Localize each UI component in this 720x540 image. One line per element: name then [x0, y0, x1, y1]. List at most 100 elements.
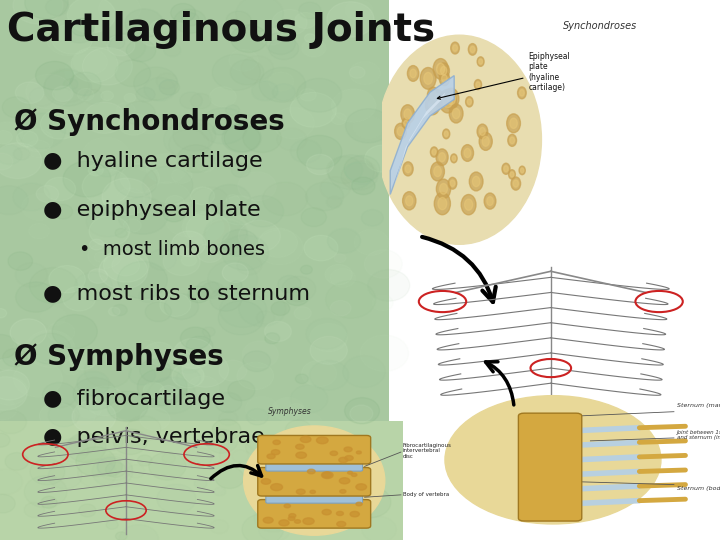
- Circle shape: [297, 489, 305, 494]
- Circle shape: [215, 393, 242, 413]
- Circle shape: [451, 154, 457, 163]
- Circle shape: [331, 113, 346, 125]
- Ellipse shape: [243, 426, 384, 535]
- Circle shape: [176, 354, 202, 373]
- Circle shape: [299, 2, 321, 19]
- Circle shape: [368, 269, 410, 301]
- Circle shape: [452, 109, 460, 119]
- Circle shape: [66, 433, 106, 462]
- Circle shape: [191, 187, 215, 205]
- Text: ●  pelvis, vertebrae: ● pelvis, vertebrae: [43, 427, 265, 447]
- Circle shape: [306, 319, 347, 349]
- Circle shape: [207, 480, 224, 492]
- Text: Sternum (manubrium): Sternum (manubrium): [677, 403, 720, 408]
- Circle shape: [148, 377, 196, 414]
- Circle shape: [428, 99, 436, 110]
- Circle shape: [72, 400, 116, 433]
- Circle shape: [29, 224, 50, 239]
- Circle shape: [349, 66, 365, 78]
- PathPatch shape: [394, 92, 446, 187]
- Circle shape: [441, 75, 447, 83]
- Circle shape: [364, 250, 402, 278]
- Circle shape: [204, 217, 247, 249]
- Circle shape: [284, 504, 290, 508]
- Circle shape: [218, 301, 264, 335]
- Text: Fibrocartilaginous
intervertebral
disc: Fibrocartilaginous intervertebral disc: [403, 443, 451, 459]
- Circle shape: [404, 120, 408, 126]
- Circle shape: [242, 514, 284, 540]
- Circle shape: [354, 116, 384, 139]
- Circle shape: [266, 32, 295, 55]
- Text: •  most limb bones: • most limb bones: [79, 240, 265, 259]
- Circle shape: [45, 177, 76, 201]
- Circle shape: [0, 370, 30, 400]
- Circle shape: [113, 429, 147, 455]
- Circle shape: [403, 162, 413, 176]
- Circle shape: [163, 205, 185, 222]
- Circle shape: [225, 105, 240, 115]
- Circle shape: [138, 368, 187, 406]
- Circle shape: [282, 276, 316, 302]
- Circle shape: [326, 197, 342, 208]
- Circle shape: [297, 136, 342, 169]
- Circle shape: [433, 166, 441, 177]
- Circle shape: [474, 79, 482, 90]
- Circle shape: [518, 87, 526, 99]
- Circle shape: [120, 164, 160, 193]
- Circle shape: [288, 516, 295, 521]
- Circle shape: [301, 208, 326, 227]
- Circle shape: [16, 282, 56, 312]
- Circle shape: [181, 13, 199, 26]
- Circle shape: [508, 170, 516, 179]
- Circle shape: [267, 454, 275, 458]
- Circle shape: [395, 123, 406, 139]
- Circle shape: [159, 386, 177, 399]
- Circle shape: [273, 440, 280, 444]
- Circle shape: [214, 487, 226, 496]
- Circle shape: [356, 451, 361, 454]
- Circle shape: [85, 198, 112, 217]
- Circle shape: [30, 268, 78, 303]
- Circle shape: [290, 92, 336, 127]
- Circle shape: [468, 44, 477, 55]
- Circle shape: [219, 360, 247, 381]
- Circle shape: [201, 424, 214, 434]
- Circle shape: [519, 166, 526, 174]
- Circle shape: [148, 249, 176, 270]
- Circle shape: [140, 408, 170, 430]
- FancyBboxPatch shape: [258, 435, 371, 464]
- Circle shape: [351, 177, 375, 195]
- Circle shape: [278, 275, 301, 293]
- Circle shape: [310, 336, 347, 365]
- Circle shape: [188, 286, 210, 303]
- Circle shape: [297, 78, 341, 112]
- Circle shape: [40, 307, 66, 326]
- Circle shape: [0, 334, 17, 359]
- Circle shape: [112, 255, 140, 276]
- Circle shape: [212, 419, 241, 441]
- Circle shape: [0, 410, 27, 434]
- Circle shape: [145, 302, 171, 322]
- Circle shape: [181, 254, 197, 266]
- Circle shape: [296, 444, 304, 449]
- Text: ●  fibrocartilage: ● fibrocartilage: [43, 389, 225, 409]
- Circle shape: [443, 129, 450, 139]
- Circle shape: [102, 178, 151, 215]
- Circle shape: [24, 476, 67, 508]
- Circle shape: [0, 399, 17, 420]
- Circle shape: [171, 168, 192, 183]
- Circle shape: [92, 456, 132, 487]
- Circle shape: [295, 374, 308, 383]
- Circle shape: [246, 409, 268, 425]
- Circle shape: [101, 91, 114, 100]
- Circle shape: [53, 204, 73, 219]
- Circle shape: [289, 514, 296, 518]
- Circle shape: [264, 321, 292, 342]
- Circle shape: [408, 65, 419, 82]
- Circle shape: [126, 39, 156, 62]
- Circle shape: [222, 230, 258, 256]
- Circle shape: [197, 158, 215, 172]
- Circle shape: [238, 220, 280, 252]
- Circle shape: [97, 454, 132, 480]
- Circle shape: [484, 193, 496, 209]
